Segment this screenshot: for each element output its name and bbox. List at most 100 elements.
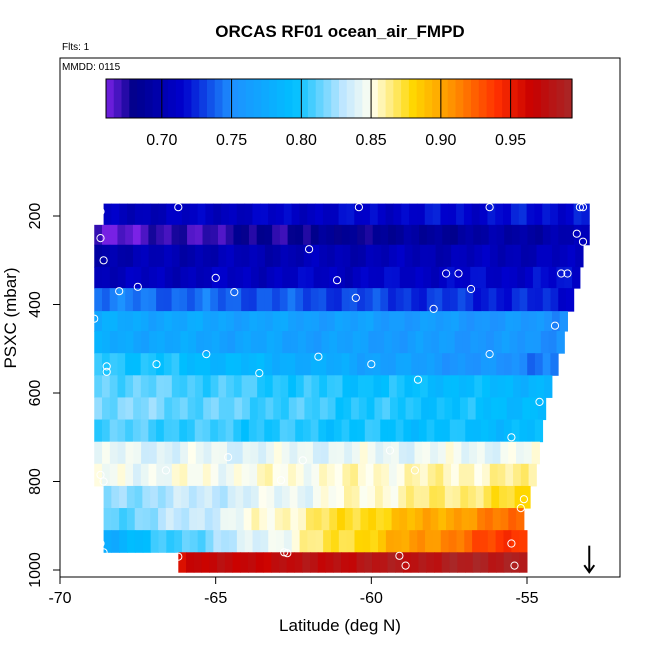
heatmap-cell: [349, 224, 358, 246]
heatmap-cell: [256, 288, 265, 312]
heatmap-cell: [373, 244, 382, 268]
colorbar-segment: [362, 79, 371, 118]
colorbar-segment: [137, 79, 146, 118]
heatmap-cell: [334, 244, 344, 268]
heatmap-cell: [463, 203, 473, 226]
heatmap-cell: [473, 224, 482, 246]
heatmap-cell: [252, 530, 261, 553]
heatmap-cell: [496, 552, 505, 573]
heatmap-cell: [519, 224, 528, 246]
heatmap-cell: [217, 353, 227, 376]
colorbar-segment: [222, 79, 231, 118]
heatmap-cell: [520, 463, 530, 487]
heatmap-cell: [501, 266, 510, 289]
heatmap-cell: [411, 353, 420, 376]
heatmap-cell: [125, 353, 134, 376]
heatmap-cell: [279, 353, 289, 376]
heatmap-cell: [381, 463, 390, 487]
heatmap-cell: [556, 266, 565, 289]
heatmap-cell: [256, 419, 265, 443]
heatmap-cell: [437, 485, 446, 509]
heatmap-cell: [505, 375, 514, 398]
heatmap-cell: [236, 203, 246, 226]
heatmap-cell: [288, 375, 297, 398]
heatmap-cell: [572, 266, 581, 289]
heatmap-cell: [132, 224, 142, 246]
heatmap-cell: [296, 397, 305, 421]
heatmap-cell: [544, 311, 553, 332]
heatmap-cell: [263, 552, 272, 573]
heatmap-cell: [559, 311, 568, 332]
colorbar-segment: [540, 79, 550, 118]
colorbar-segment: [230, 79, 239, 118]
heatmap-cell: [164, 331, 174, 354]
heatmap-cell: [457, 353, 466, 376]
heatmap-cell: [248, 353, 258, 376]
observation-points: [90, 203, 588, 570]
heatmap-cell: [202, 463, 212, 487]
heatmap-cell: [148, 244, 157, 268]
heatmap-cell: [210, 311, 219, 332]
heatmap-cell: [511, 353, 520, 376]
heatmap-cell: [326, 463, 336, 487]
heatmap-cell: [303, 463, 312, 487]
heatmap-cell: [188, 331, 197, 354]
heatmap-cell: [148, 419, 157, 443]
heatmap-cell: [94, 266, 103, 289]
heatmap-cell: [360, 331, 369, 354]
heatmap-cell: [434, 552, 443, 573]
heatmap-cell: [235, 485, 244, 509]
heatmap-cell: [388, 288, 397, 312]
heatmap-cell: [212, 485, 221, 509]
heatmap-cell: [558, 224, 567, 246]
heatmap-cell: [94, 375, 103, 398]
heatmap-cell: [133, 244, 142, 268]
observation-point: [283, 549, 292, 558]
heatmap-cell: [526, 203, 535, 226]
heatmap-cell: [378, 530, 387, 553]
heatmap-cell: [265, 397, 274, 421]
heatmap-cell: [527, 419, 536, 443]
colorbar-ramp: [105, 78, 573, 119]
heatmap-cell: [382, 397, 391, 421]
colorbar-segment: [276, 79, 286, 118]
heatmap-cell: [156, 288, 165, 312]
heatmap-cell: [186, 552, 195, 573]
heatmap-cell: [202, 288, 211, 312]
heatmap-cell: [514, 485, 523, 509]
heatmap-cell: [276, 530, 285, 553]
heatmap-cell: [352, 266, 362, 289]
heatmap-cell: [550, 224, 559, 246]
heatmap-cell: [457, 224, 467, 246]
heatmap-cell: [542, 288, 551, 312]
heatmap-cell: [179, 244, 188, 268]
heatmap-cell: [148, 224, 157, 246]
heatmap-cell: [257, 244, 266, 268]
heatmap-cell: [420, 244, 429, 268]
heatmap-cell: [272, 311, 281, 332]
heatmap-cell: [517, 331, 526, 354]
y-axis-label: PSXC (mbar): [1, 267, 20, 368]
heatmap-cell: [434, 419, 443, 443]
heatmap-cell: [489, 244, 499, 268]
heatmap-cell: [303, 288, 312, 312]
colorbar-segment: [199, 79, 208, 118]
heatmap-cell: [157, 485, 167, 509]
heatmap-cell: [125, 463, 134, 487]
heatmap-cell: [142, 530, 152, 553]
heatmap-cell: [419, 288, 428, 312]
heatmap-cell: [210, 244, 219, 268]
heatmap-cell: [413, 397, 422, 421]
heatmap-cell: [210, 353, 219, 376]
heatmap-cell: [480, 224, 490, 246]
heatmap-cell: [496, 353, 505, 376]
heatmap-cell: [102, 311, 111, 332]
observation-point: [99, 256, 108, 265]
heatmap-cell: [195, 397, 204, 421]
heatmap-cell: [475, 397, 484, 421]
heatmap-cell: [407, 508, 416, 531]
heatmap-cell: [516, 508, 525, 531]
x-axis: -70 -65 -60 -55: [48, 577, 539, 607]
heatmap-cell: [297, 331, 307, 354]
observation-point: [102, 367, 111, 376]
